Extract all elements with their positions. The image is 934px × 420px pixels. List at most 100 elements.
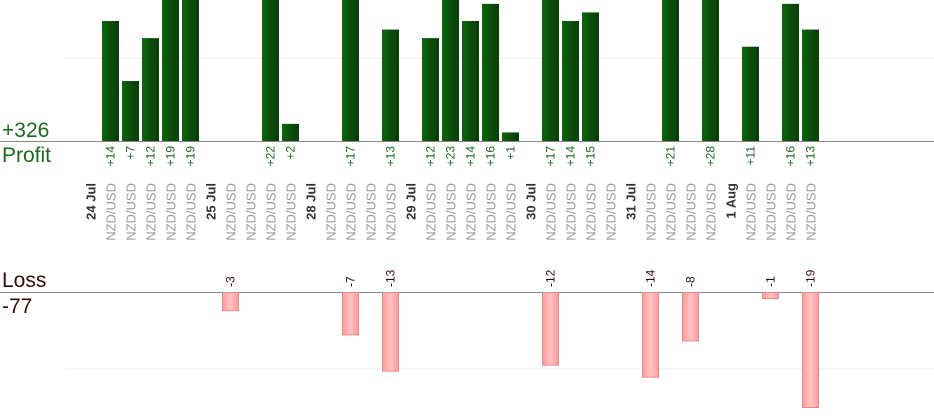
profit-value-label: +19 [184, 146, 198, 167]
loss-bar [222, 292, 239, 312]
loss-value-label: -1 [764, 276, 778, 287]
loss-bar [342, 292, 359, 336]
profit-value-label: +2 [284, 146, 298, 160]
category-label: NZD/USD [384, 183, 399, 241]
profit-value-label: +12 [424, 146, 438, 167]
loss-value-label: -13 [384, 269, 398, 287]
profit-label: Profit [2, 144, 52, 167]
category-label: NZD/USD [784, 183, 799, 241]
profit-bar [702, 0, 719, 141]
category-label: NZD/USD [264, 183, 279, 241]
category-label: NZD/USD [104, 183, 119, 241]
profit-total: +326 [2, 119, 50, 142]
profit-value-label: +13 [384, 146, 398, 167]
date-label: 1 Aug [724, 183, 739, 219]
profit-bar [462, 21, 479, 141]
profit-value-label: +14 [564, 146, 578, 167]
loss-total: -77 [2, 295, 33, 318]
profit-bar [802, 29, 819, 142]
profit-value-label: +15 [584, 146, 598, 167]
category-label: NZD/USD [144, 183, 159, 241]
profit-bar [282, 123, 299, 141]
profit-value-label: +28 [704, 146, 718, 167]
profit-value-label: +16 [784, 146, 798, 167]
category-label: NZD/USD [564, 183, 579, 241]
profit-bar [782, 3, 799, 141]
loss-bar [762, 292, 779, 300]
loss-value-label: -14 [644, 269, 658, 287]
profit-bar [182, 0, 199, 141]
date-label: 24 Jul [84, 183, 99, 220]
loss-bar [682, 292, 699, 342]
profit-value-label: +23 [444, 146, 458, 167]
profit-value-label: +19 [164, 146, 178, 167]
date-label: 30 Jul [524, 183, 539, 220]
date-label: 25 Jul [204, 183, 219, 220]
profit-bar [442, 0, 459, 141]
category-label: NZD/USD [544, 183, 559, 241]
category-label: NZD/USD [744, 183, 759, 241]
category-label: NZD/USD [184, 183, 199, 241]
loss-value-label: -8 [684, 276, 698, 287]
loss-bar [642, 292, 659, 378]
category-label: NZD/USD [244, 183, 259, 241]
category-label: NZD/USD [644, 183, 659, 241]
category-label: NZD/USD [364, 183, 379, 241]
category-label: NZD/USD [424, 183, 439, 241]
loss-label: Loss [2, 269, 47, 292]
category-label: NZD/USD [604, 183, 619, 241]
category-label: NZD/USD [164, 183, 179, 241]
profit-bar [262, 0, 279, 141]
profit-value-label: +12 [144, 146, 158, 167]
loss-value-label: -19 [804, 269, 818, 287]
profit-bar [422, 38, 439, 142]
profit-value-label: +22 [264, 146, 278, 167]
axis-labels: +14 NZD/USD +7 NZD/USD +12 NZD/USD +19 NZD/USD +… [84, 146, 819, 287]
date-label: 31 Jul [624, 183, 639, 220]
profit-bar [382, 29, 399, 142]
category-label: NZD/USD [284, 183, 299, 241]
profit-value-label: +16 [484, 146, 498, 167]
profit-value-label: +14 [464, 146, 478, 167]
profit-bar [662, 0, 679, 141]
profit-value-label: +1 [504, 146, 518, 160]
profit-value-label: +14 [104, 146, 118, 167]
category-label: NZD/USD [344, 183, 359, 241]
category-label: NZD/USD [224, 183, 239, 241]
profit-bar [102, 21, 119, 141]
loss-value-label: -3 [224, 276, 238, 287]
category-label: NZD/USD [684, 183, 699, 241]
category-label: NZD/USD [464, 183, 479, 241]
loss-bars [222, 292, 819, 408]
loss-bar [382, 292, 399, 372]
profit-bar [162, 0, 179, 141]
category-label: NZD/USD [664, 183, 679, 241]
loss-value-label: -7 [344, 276, 358, 287]
date-label: 28 Jul [304, 183, 319, 220]
profit-bar [342, 0, 359, 141]
profit-bar [542, 0, 559, 141]
profit-bar [482, 3, 499, 141]
category-label: NZD/USD [584, 183, 599, 241]
loss-bar [542, 292, 559, 366]
category-label: NZD/USD [764, 183, 779, 241]
profit-value-label: +7 [124, 146, 138, 160]
profit-value-label: +21 [664, 146, 678, 167]
profit-bar [142, 38, 159, 142]
profit-bar [742, 46, 759, 141]
category-label: NZD/USD [704, 183, 719, 241]
profit-value-label: +11 [744, 146, 758, 166]
profit-value-label: +13 [804, 146, 818, 167]
profit-bar [122, 81, 139, 141]
date-label: 29 Jul [404, 183, 419, 220]
profit-value-label: +17 [344, 146, 358, 167]
profit-bars [102, 0, 819, 142]
profit-value-label: +17 [544, 146, 558, 167]
profit-bar [562, 21, 579, 141]
category-label: NZD/USD [124, 183, 139, 241]
category-label: NZD/USD [804, 183, 819, 241]
category-label: NZD/USD [444, 183, 459, 241]
profit-bar [582, 12, 599, 141]
category-label: NZD/USD [484, 183, 499, 241]
